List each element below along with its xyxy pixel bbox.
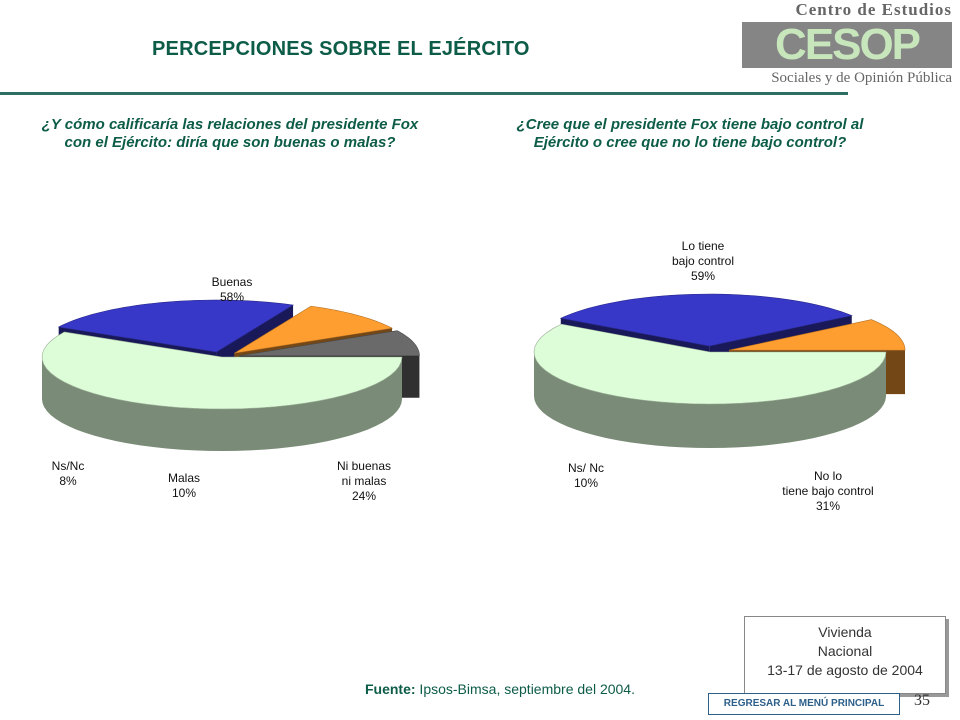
sample-line: Nacional [817,643,873,659]
logo-top-text: Centro de Estudios [795,0,952,19]
cesop-logo: Centro de Estudios CESOP Sociales y de O… [736,0,960,92]
pie-chart-control: Lo tiene bajo control 59% No lo tiene bajo c… [533,239,906,513]
pie-slice-buenas [41,331,403,451]
source-text: Ipsos-Bimsa, septiembre del 2004. [415,681,635,697]
logo-mark: CESOP [742,22,952,68]
back-to-menu-button[interactable]: REGRESAR AL MENÚ PRINCIPAL [708,693,900,715]
slice-label-buenas: Buenas 58% [212,275,253,304]
pie-slice-lo-tiene-bajo-control [533,323,887,448]
question-control: ¿Cree que el presidente Fox tiene bajo c… [516,116,864,151]
header-rule [0,92,848,95]
page-title: PERCEPCIONES SOBRE EL EJÉRCITO [152,38,530,60]
logo-bottom-text: Sociales y de Opinión Pública [771,70,952,86]
slice-label-ni-buenas-ni-malas: Ni buenas ni malas 24% [337,459,391,503]
slice-label-ns-nc: Ns/Nc 8% [52,459,85,488]
pie-chart-relations: Buenas 58% Ni buenas ni malas 24% Malas 10% Ns/… [41,275,420,503]
slice-label-no-lo-tiene-bajo-control: No lo tiene bajo control 31% [782,469,873,513]
sample-line: Vivienda [818,624,872,640]
source-label: Fuente: [364,681,416,697]
slice-label-malas: Malas 10% [168,471,200,500]
sample-line: 13-17 de agosto de 2004 [767,662,923,678]
slice-label-ns-nc: Ns/ Nc 10% [568,461,604,490]
slice-label-lo-tiene-bajo-control: Lo tiene bajo control 59% [672,239,734,283]
page-number: 35 [914,692,930,709]
sample-info-box: Vivienda Nacional 13-17 de agosto de 200… [744,616,946,694]
question-relations: ¿Y cómo calificaría las relaciones del p… [41,116,419,151]
source-note: Fuente: Ipsos-Bimsa, septiembre del 2004… [0,681,960,697]
